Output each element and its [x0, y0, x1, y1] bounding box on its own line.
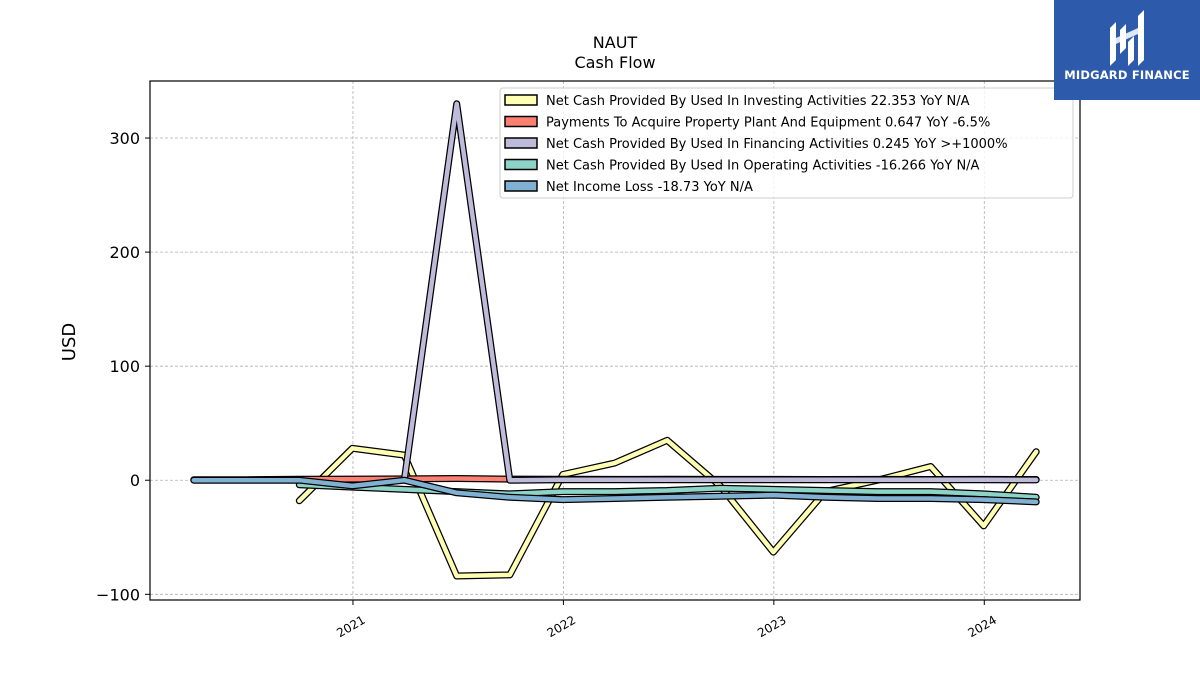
chart-subtitle: Cash Flow: [574, 53, 655, 72]
midgard-finance-logo: MIDGARD FINANCE: [1054, 0, 1200, 100]
legend-swatch: [504, 137, 538, 149]
legend-swatch: [504, 180, 538, 192]
legend-label: Net Cash Provided By Used In Financing A…: [546, 137, 1008, 152]
logo-text: MIDGARD FINANCE: [1064, 68, 1190, 82]
chart-title: NAUT: [593, 33, 638, 52]
x-tick-label: 2024: [966, 613, 999, 640]
plot-frame: [149, 80, 1081, 601]
legend-label: Net Income Loss -18.73 YoY N/A: [546, 180, 753, 195]
logo-mark-icon: [1110, 10, 1144, 66]
x-tick-label: 2022: [545, 613, 578, 640]
legend-label: Net Cash Provided By Used In Operating A…: [546, 159, 980, 174]
legend-box: [499, 87, 1074, 199]
legend-swatch: [504, 115, 538, 128]
legend: Net Cash Provided By Used In Investing A…: [499, 87, 1074, 199]
y-tick-label: −100: [96, 585, 140, 604]
legend-label: Payments To Acquire Property Plant And E…: [546, 116, 990, 131]
legend-swatch: [504, 158, 538, 171]
y-tick-label: 100: [109, 357, 140, 376]
y-tick-label: 0: [130, 471, 140, 490]
series-layer: [190, 100, 1040, 580]
y-tick-label: 200: [109, 243, 140, 262]
y-tick-label: 300: [109, 129, 140, 148]
legend-label: Net Cash Provided By Used In Investing A…: [546, 94, 970, 109]
axis-ticks: −100 0 100 200 300 2021 2022 2023 2024: [96, 129, 999, 640]
x-tick-label: 2021: [334, 613, 367, 640]
x-tick-label: 2023: [755, 613, 788, 640]
y-axis-label: USD: [59, 323, 80, 361]
legend-swatch: [504, 94, 538, 106]
